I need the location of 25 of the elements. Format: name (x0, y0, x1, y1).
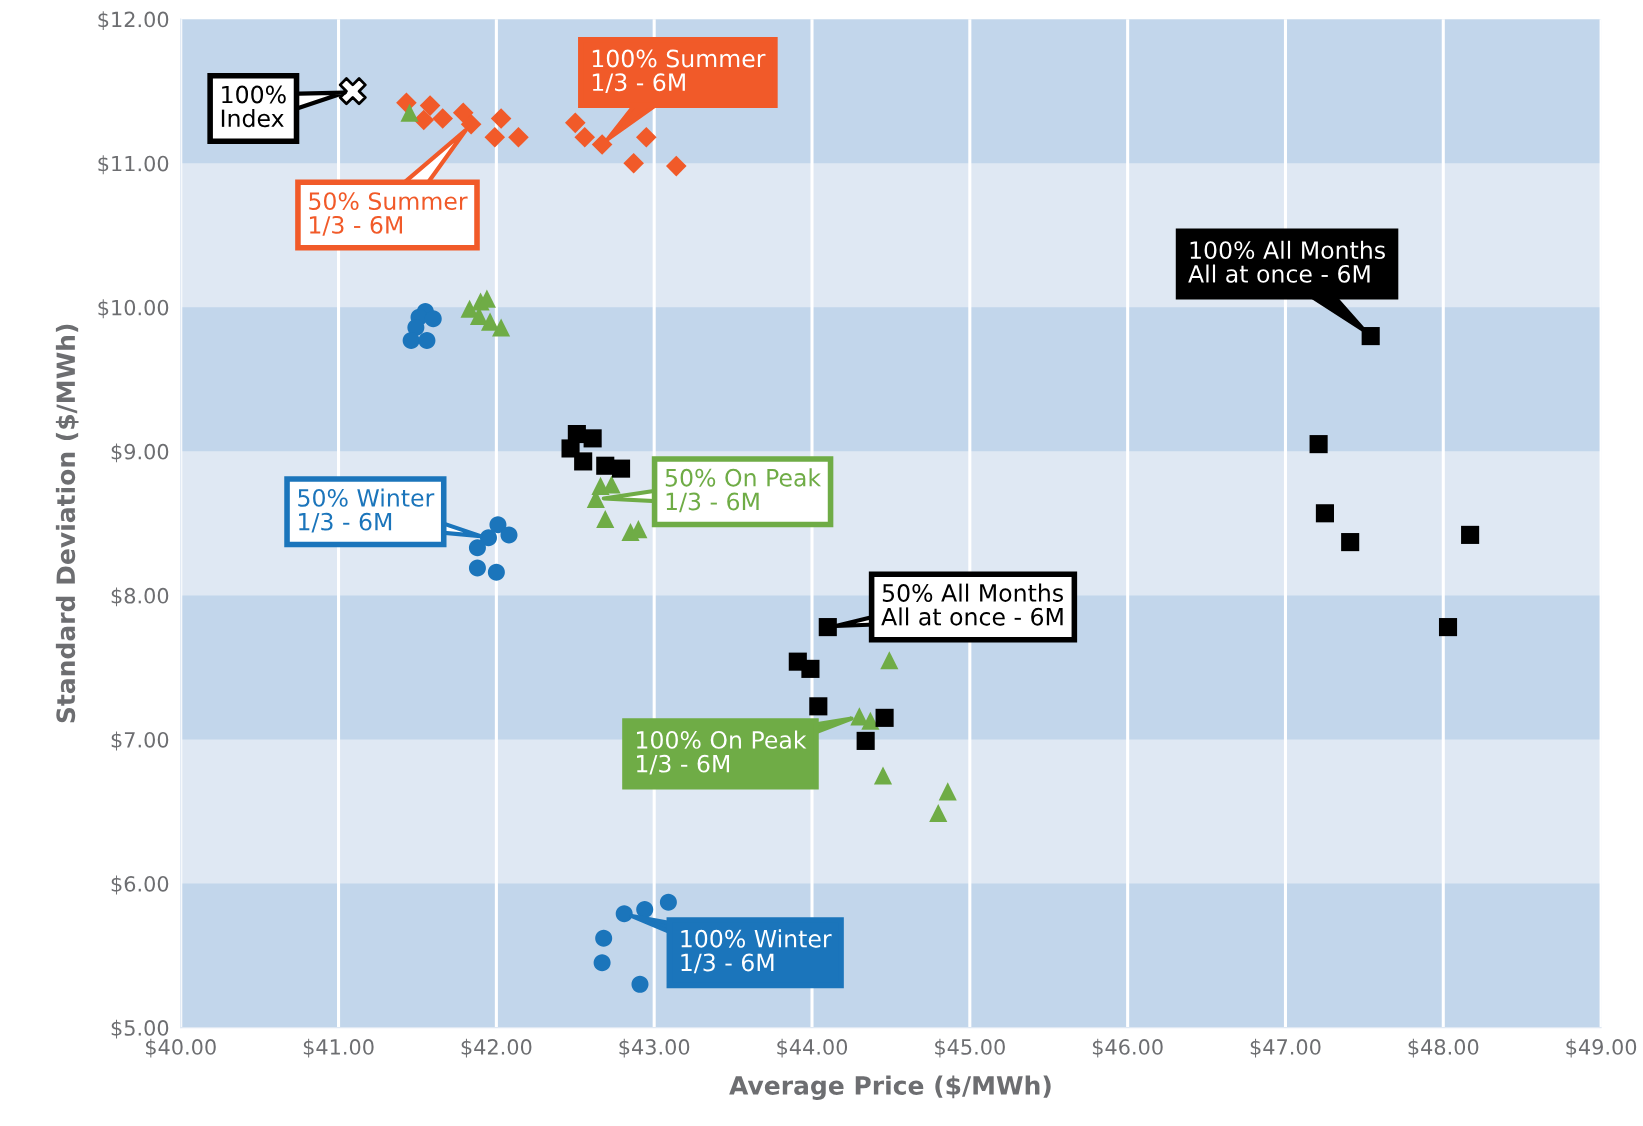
y-tick-label: $8.00 (111, 587, 169, 607)
y-tick-label: $7.00 (111, 731, 169, 751)
y-axis-title: Standard Deviation ($/MWh) (55, 324, 79, 723)
x-tick-label: $46.00 (1092, 1038, 1163, 1058)
x-tick-label: $47.00 (1250, 1038, 1321, 1058)
x-tick-label: $48.00 (1408, 1038, 1479, 1058)
y-tick-label: $11.00 (98, 155, 169, 175)
annotation: 50% Winter 1/3 - 6M (298, 488, 435, 533)
y-tick-label: $9.00 (111, 443, 169, 463)
annotation: 100% Winter 1/3 - 6M (681, 929, 832, 974)
x-tick-label: $44.00 (777, 1038, 848, 1058)
y-tick-label: $12.00 (98, 11, 169, 31)
x-tick-label: $43.00 (619, 1038, 690, 1058)
x-tick-label: $45.00 (935, 1038, 1005, 1058)
y-tick-label: $10.00 (98, 299, 169, 319)
y-tick-label: $6.00 (111, 875, 169, 895)
x-tick-label: $42.00 (461, 1038, 532, 1058)
y-tick-label: $5.00 (111, 1019, 169, 1039)
annotation: 100% On Peak 1/3 - 6M (637, 730, 807, 775)
annotation: 50% On Peak 1/3 - 6M (665, 468, 822, 513)
x-tick-label: $49.00 (1566, 1038, 1637, 1058)
annotation: 50% All Months All at once - 6M (881, 583, 1063, 626)
x-tick-label: $40.00 (146, 1038, 216, 1058)
x-tick-label: $41.00 (303, 1038, 374, 1058)
x-axis-title: Average Price ($/MWh) (729, 1075, 1051, 1100)
